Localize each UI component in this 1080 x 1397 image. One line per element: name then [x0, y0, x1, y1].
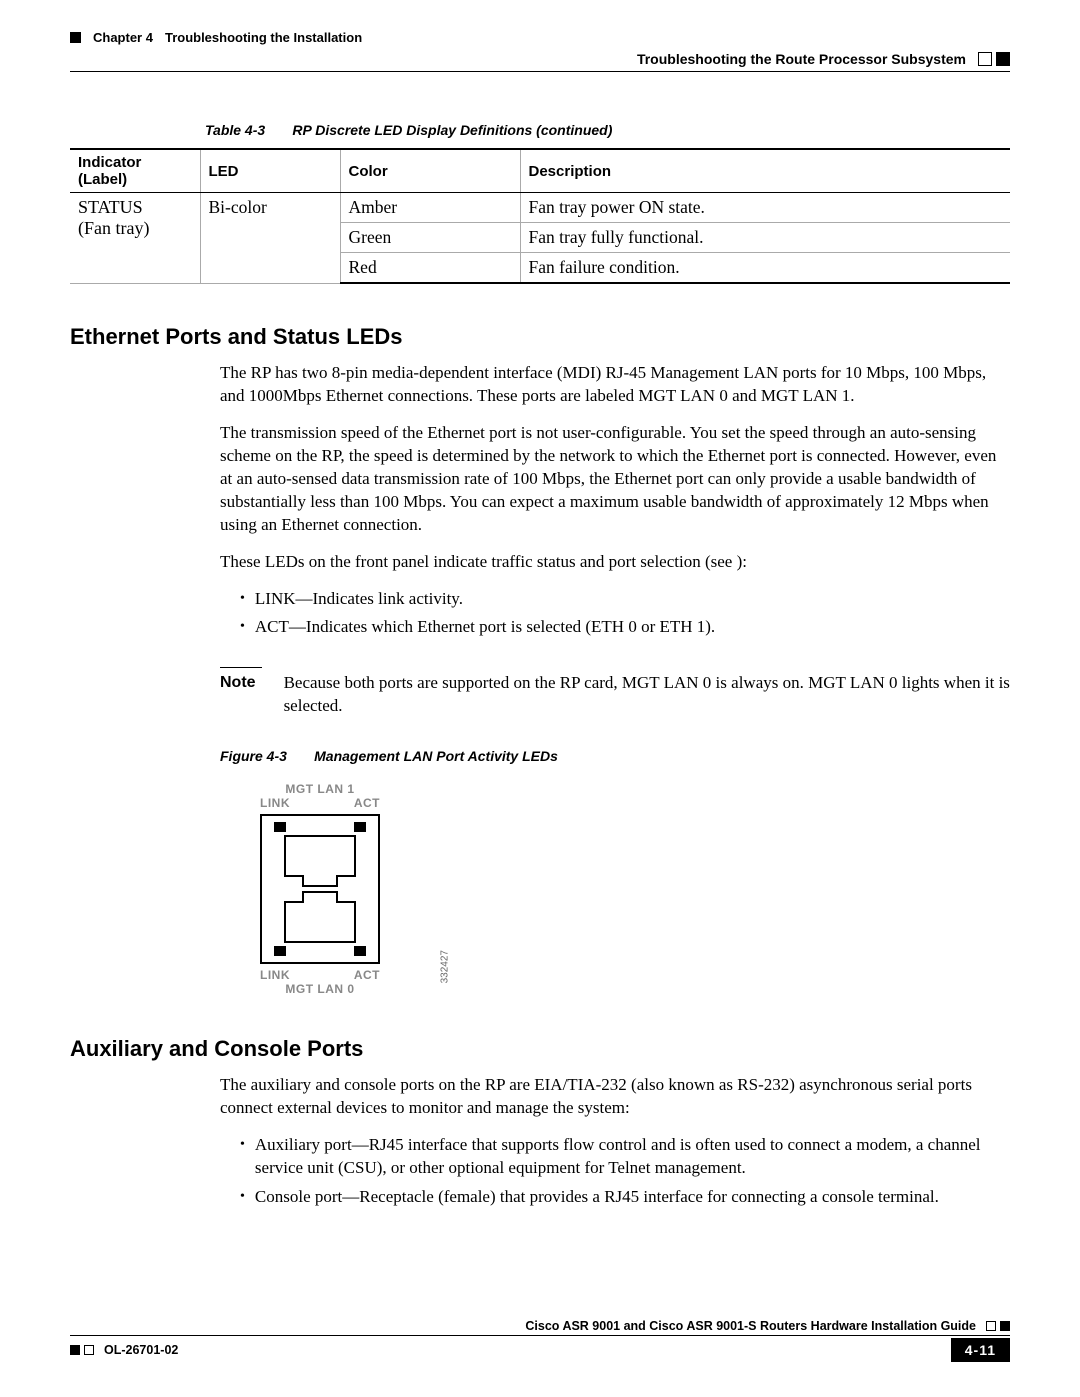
- fig-label-bottom: MGT LAN 0: [260, 982, 380, 996]
- paragraph: These LEDs on the front panel indicate t…: [220, 551, 1010, 574]
- guide-title: Cisco ASR 9001 and Cisco ASR 9001-S Rout…: [525, 1319, 976, 1333]
- bullet-icon: •: [240, 1134, 245, 1180]
- cell-color: Red: [340, 253, 520, 284]
- page-number-badge: 4-11: [951, 1338, 1010, 1362]
- table-caption: Table 4-3 RP Discrete LED Display Defini…: [205, 122, 1010, 138]
- table-row: STATUS (Fan tray) Bi-color Amber Fan tra…: [70, 193, 1010, 223]
- footer-top-row: Cisco ASR 9001 and Cisco ASR 9001-S Rout…: [70, 1319, 1010, 1336]
- th-description: Description: [520, 149, 1010, 193]
- figure-caption-prefix: Figure 4-3: [220, 748, 287, 764]
- th-led: LED: [200, 149, 340, 193]
- led-definitions-table: Indicator (Label) LED Color Description …: [70, 148, 1010, 284]
- cell-indicator: STATUS (Fan tray): [70, 193, 200, 284]
- cell-led: Bi-color: [200, 193, 340, 284]
- list-item: • LINK—Indicates link activity.: [240, 588, 1010, 611]
- page-footer: Cisco ASR 9001 and Cisco ASR 9001-S Rout…: [70, 1319, 1010, 1362]
- rj45-ports-icon: [260, 814, 380, 964]
- heading-aux-console-ports: Auxiliary and Console Ports: [70, 1036, 1010, 1062]
- footer-decor-icon: [70, 1345, 94, 1355]
- running-header-top: Chapter 4 Troubleshooting the Installati…: [70, 30, 1010, 45]
- fig-label-row-bottom: LINK ACT: [260, 968, 380, 982]
- running-header-bottom: Troubleshooting the Route Processor Subs…: [70, 51, 1010, 72]
- list-text: Console port—Receptacle (female) that pr…: [255, 1186, 939, 1209]
- fig-link-label: LINK: [260, 968, 290, 982]
- fig-act-label: ACT: [354, 796, 380, 810]
- table-header-row: Indicator (Label) LED Color Description: [70, 149, 1010, 193]
- doc-number: OL-26701-02: [104, 1343, 178, 1357]
- cell-desc: Fan tray power ON state.: [520, 193, 1010, 223]
- bullet-icon: •: [240, 616, 245, 639]
- cell-color: Amber: [340, 193, 520, 223]
- chapter-label: Chapter 4: [93, 30, 153, 45]
- figure-id: 332427: [439, 950, 450, 983]
- cell-desc: Fan failure condition.: [520, 253, 1010, 284]
- figure-caption: Figure 4-3 Management LAN Port Activity …: [220, 748, 1010, 764]
- note-label: Note: [220, 672, 256, 718]
- figure-mgt-lan-leds: MGT LAN 1 LINK ACT LINK ACT MGT LAN 0 33…: [220, 782, 420, 996]
- footer-bottom-row: OL-26701-02 4-11: [70, 1338, 1010, 1362]
- th-indicator: Indicator (Label): [70, 149, 200, 193]
- fig-act-label: ACT: [354, 968, 380, 982]
- paragraph: The RP has two 8-pin media-dependent int…: [220, 362, 1010, 408]
- chapter-title: Troubleshooting the Installation: [165, 30, 362, 45]
- fig-label-row-top: LINK ACT: [260, 796, 380, 810]
- bullet-icon: •: [240, 1186, 245, 1209]
- bullet-icon: •: [240, 588, 245, 611]
- cell-desc: Fan tray fully functional.: [520, 223, 1010, 253]
- list-text: Auxiliary port—RJ45 interface that suppo…: [255, 1134, 1010, 1180]
- header-decor-icon: [978, 52, 1010, 66]
- note-block: Note Because both ports are supported on…: [220, 672, 1010, 718]
- heading-ethernet-ports: Ethernet Ports and Status LEDs: [70, 324, 1010, 350]
- bullet-list: • LINK—Indicates link activity. • ACT—Indi…: [240, 588, 1010, 640]
- list-item: • ACT—Indicates which Ethernet port is se…: [240, 616, 1010, 639]
- table-caption-prefix: Table 4-3: [205, 122, 265, 138]
- list-text: ACT—Indicates which Ethernet port is sel…: [255, 616, 715, 639]
- note-rule: [220, 667, 262, 668]
- indicator-line1: STATUS: [78, 197, 143, 217]
- indicator-line2: (Fan tray): [78, 218, 149, 238]
- list-item: •Auxiliary port—RJ45 interface that supp…: [240, 1134, 1010, 1180]
- section-title: Troubleshooting the Route Processor Subs…: [637, 51, 966, 67]
- paragraph: The transmission speed of the Ethernet p…: [220, 422, 1010, 537]
- th-color: Color: [340, 149, 520, 193]
- footer-decor-icon: [986, 1321, 1010, 1331]
- list-text: LINK—Indicates link activity.: [255, 588, 463, 611]
- fig-label-top: MGT LAN 1: [260, 782, 380, 796]
- note-text: Because both ports are supported on the …: [284, 672, 1010, 718]
- list-item: • Console port—Receptacle (female) that p…: [240, 1186, 1010, 1209]
- paragraph: The auxiliary and console ports on the R…: [220, 1074, 1010, 1120]
- cell-color: Green: [340, 223, 520, 253]
- header-square-icon: [70, 32, 81, 43]
- bullet-list: •Auxiliary port—RJ45 interface that supp…: [240, 1134, 1010, 1209]
- figure-caption-text: Management LAN Port Activity LEDs: [314, 748, 558, 764]
- table-caption-text: RP Discrete LED Display Definitions (con…: [292, 122, 612, 138]
- fig-link-label: LINK: [260, 796, 290, 810]
